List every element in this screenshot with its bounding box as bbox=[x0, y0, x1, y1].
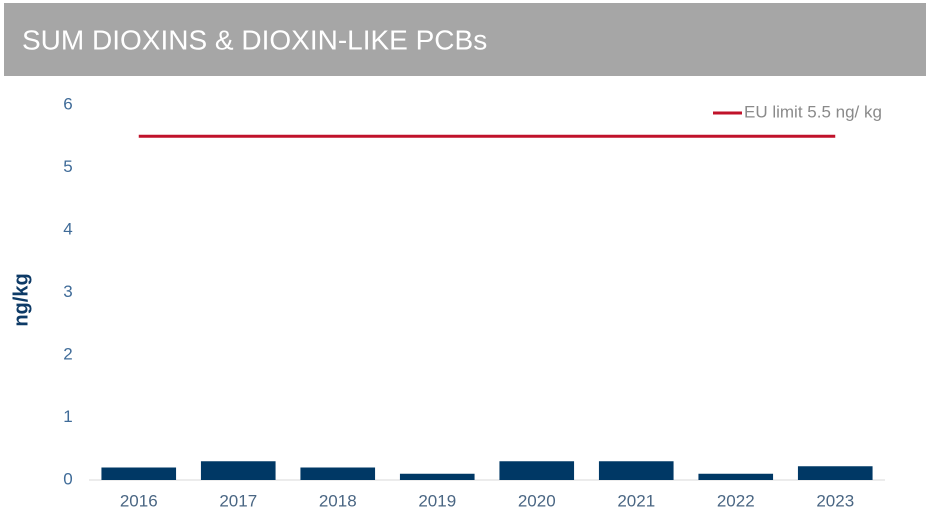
legend-label: EU limit 5.5 ng/ kg bbox=[744, 102, 882, 121]
bar bbox=[598, 461, 674, 480]
x-tick-label: 2021 bbox=[617, 491, 655, 510]
bar bbox=[797, 466, 873, 480]
bar bbox=[698, 473, 774, 480]
bar bbox=[101, 467, 177, 480]
bar bbox=[200, 461, 276, 480]
y-tick-label: 1 bbox=[63, 407, 72, 426]
y-tick-label: 4 bbox=[63, 219, 72, 238]
bar bbox=[399, 473, 475, 480]
bar bbox=[300, 467, 376, 480]
x-tick-label: 2020 bbox=[518, 491, 556, 510]
x-tick-label: 2019 bbox=[418, 491, 456, 510]
y-tick-label: 5 bbox=[63, 157, 72, 176]
x-tick-label: 2023 bbox=[816, 491, 854, 510]
x-tick-label: 2018 bbox=[319, 491, 357, 510]
chart-title: SUM DIOXINS & DIOXIN-LIKE PCBs bbox=[22, 24, 487, 55]
bar bbox=[499, 461, 575, 480]
x-tick-label: 2017 bbox=[219, 491, 257, 510]
header-bar bbox=[4, 3, 926, 76]
y-tick-label: 3 bbox=[63, 282, 72, 301]
x-tick-label: 2022 bbox=[717, 491, 755, 510]
x-tick-label: 2016 bbox=[120, 491, 158, 510]
y-axis-label: ng/kg bbox=[10, 273, 32, 326]
y-tick-label: 6 bbox=[63, 94, 72, 113]
y-tick-label: 2 bbox=[63, 344, 72, 363]
y-tick-label: 0 bbox=[63, 469, 72, 488]
